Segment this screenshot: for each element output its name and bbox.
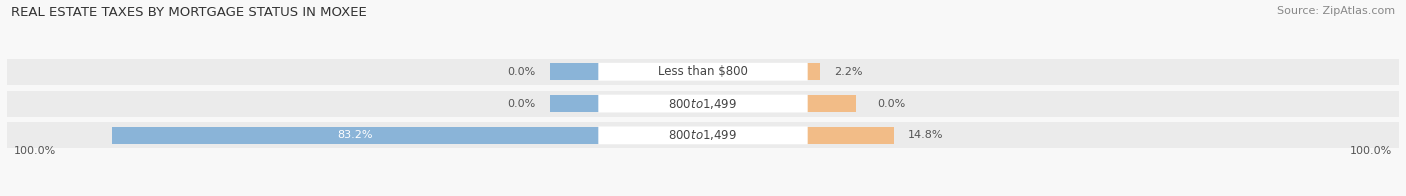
Bar bbox=[7, 59, 1399, 85]
Text: 83.2%: 83.2% bbox=[337, 130, 373, 140]
Bar bbox=[550, 64, 599, 80]
Text: 100.0%: 100.0% bbox=[14, 146, 56, 156]
Text: Less than $800: Less than $800 bbox=[658, 65, 748, 78]
Text: 2.2%: 2.2% bbox=[834, 67, 863, 77]
Bar bbox=[550, 95, 599, 112]
Bar bbox=[7, 91, 1399, 117]
Text: 100.0%: 100.0% bbox=[1350, 146, 1392, 156]
Text: REAL ESTATE TAXES BY MORTGAGE STATUS IN MOXEE: REAL ESTATE TAXES BY MORTGAGE STATUS IN … bbox=[11, 6, 367, 19]
Bar bbox=[807, 95, 856, 112]
Text: $800 to $1,499: $800 to $1,499 bbox=[668, 128, 738, 142]
Text: 14.8%: 14.8% bbox=[908, 130, 943, 140]
FancyBboxPatch shape bbox=[599, 126, 807, 144]
FancyBboxPatch shape bbox=[599, 95, 807, 113]
Text: 0.0%: 0.0% bbox=[508, 67, 536, 77]
Bar bbox=[112, 127, 599, 144]
Text: Source: ZipAtlas.com: Source: ZipAtlas.com bbox=[1277, 6, 1395, 16]
Bar bbox=[807, 64, 820, 80]
Bar bbox=[807, 127, 894, 144]
Text: $800 to $1,499: $800 to $1,499 bbox=[668, 97, 738, 111]
Text: 0.0%: 0.0% bbox=[877, 99, 905, 109]
Bar bbox=[7, 122, 1399, 148]
FancyBboxPatch shape bbox=[599, 63, 807, 81]
Text: 0.0%: 0.0% bbox=[508, 99, 536, 109]
